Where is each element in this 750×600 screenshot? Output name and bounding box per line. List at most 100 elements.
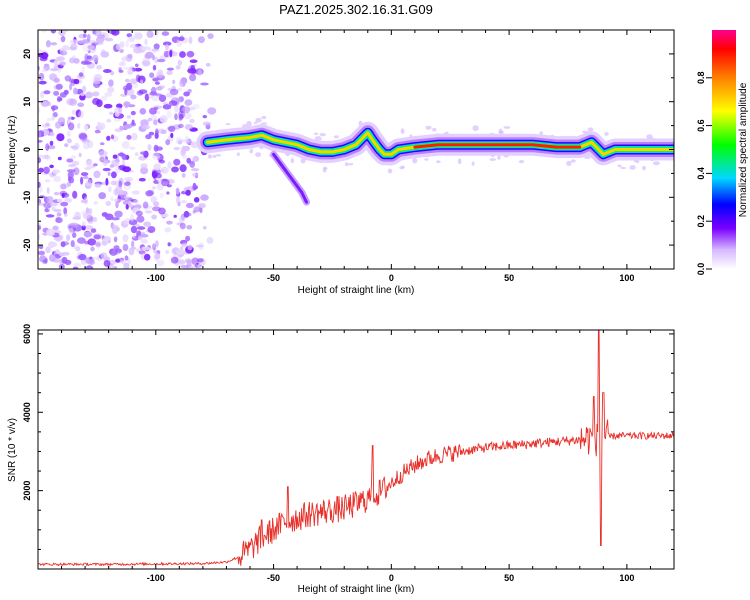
noise-blob <box>170 132 174 138</box>
noise-blob <box>40 101 50 108</box>
noise-blob <box>126 88 135 97</box>
noise-blob <box>168 100 178 106</box>
noise-blob <box>202 121 212 126</box>
noise-blob <box>59 61 66 66</box>
noise-blob <box>260 122 268 125</box>
noise-blob <box>124 255 129 261</box>
noise-blob <box>47 118 52 122</box>
noise-blob <box>97 122 106 131</box>
noise-blob <box>212 154 217 158</box>
noise-blob <box>629 165 636 170</box>
noise-blob <box>44 179 51 183</box>
noise-blob <box>169 94 175 98</box>
noise-blob <box>111 30 120 36</box>
noise-blob <box>200 82 209 86</box>
noise-blob <box>179 222 186 230</box>
snr-y-ticks: 2000 4000 6000 <box>22 324 674 550</box>
noise-blob <box>49 164 54 169</box>
noise-blob <box>90 45 97 54</box>
y-tick-label: 20 <box>22 49 32 59</box>
noise-blob <box>52 225 59 231</box>
snr-frame <box>37 329 675 570</box>
noise-blob <box>123 194 130 201</box>
x-tick-label: 0 <box>389 573 394 583</box>
noise-blob <box>144 53 152 59</box>
noise-blob <box>168 125 176 132</box>
noise-blob <box>93 234 101 240</box>
noise-blob <box>125 82 133 91</box>
noise-blob <box>152 64 157 71</box>
y-tick-label: -20 <box>22 239 32 252</box>
noise-blob <box>166 191 170 195</box>
noise-blob <box>77 255 84 259</box>
noise-blob <box>174 105 179 113</box>
noise-blob <box>121 158 126 166</box>
noise-blob <box>72 190 78 199</box>
noise-blob <box>160 166 169 174</box>
noise-blob <box>127 258 131 266</box>
noise-blob <box>53 60 59 65</box>
noise-blob <box>176 196 181 204</box>
noise-blob <box>104 236 110 244</box>
noise-blob <box>154 93 163 97</box>
noise-blob <box>157 69 164 76</box>
noise-blob <box>58 252 65 257</box>
noise-blob <box>96 65 102 70</box>
colorbar-ticks: 0.0 0.2 0.4 0.6 0.8 <box>696 72 712 275</box>
noise-blob <box>84 53 89 62</box>
noise-blob <box>50 30 57 34</box>
noise-blob <box>113 245 120 250</box>
noise-blob <box>425 125 432 130</box>
noise-blob <box>93 216 98 223</box>
colorbar-tick-label: 0.8 <box>696 72 706 85</box>
noise-blob <box>153 119 158 126</box>
noise-blob <box>38 167 44 173</box>
noise-blob <box>140 167 149 175</box>
noise-blob <box>147 117 152 122</box>
noise-blob <box>165 92 173 98</box>
noise-blob <box>255 117 262 123</box>
noise-blob <box>193 206 201 213</box>
noise-blob <box>52 242 58 247</box>
secondary-branch-core <box>272 152 308 204</box>
noise-blob <box>124 78 130 83</box>
noise-blob <box>183 210 190 218</box>
noise-blob <box>151 48 160 52</box>
noise-blob <box>94 183 102 188</box>
noise-blob <box>400 128 405 134</box>
noise-blob <box>183 91 190 97</box>
noise-blob <box>167 161 172 169</box>
noise-blob <box>38 139 43 143</box>
noise-blob <box>80 172 89 177</box>
noise-blob <box>179 51 186 58</box>
spectrogram-y-ticks: -20 -10 0 10 20 <box>22 29 674 270</box>
noise-blob <box>170 256 179 264</box>
noise-blob <box>142 201 149 209</box>
noise-blob <box>186 157 191 164</box>
noise-blob <box>57 156 62 161</box>
noise-blob <box>40 52 49 60</box>
noise-blob <box>207 154 213 159</box>
noise-blob <box>176 248 185 256</box>
noise-blob <box>119 125 124 131</box>
noise-blob <box>587 127 594 132</box>
noise-blob <box>130 225 138 234</box>
noise-blob <box>121 56 128 62</box>
noise-blob <box>56 56 65 62</box>
noise-blob <box>165 250 170 254</box>
chart-title: PAZ1.2025.302.16.31.G09 <box>279 2 433 17</box>
noise-blob <box>102 158 108 167</box>
colorbar-tick-label: 0.6 <box>696 119 706 132</box>
noise-blob <box>93 201 99 205</box>
noise-blob <box>70 155 77 160</box>
noise-blob <box>82 85 87 93</box>
noise-blob <box>436 160 441 163</box>
noise-blob <box>134 32 143 40</box>
noise-blob <box>333 135 340 139</box>
noise-blob <box>159 192 164 199</box>
noise-blob <box>52 112 58 118</box>
noise-blob <box>193 263 198 269</box>
noise-blob <box>40 91 45 99</box>
noise-blob <box>45 246 51 254</box>
